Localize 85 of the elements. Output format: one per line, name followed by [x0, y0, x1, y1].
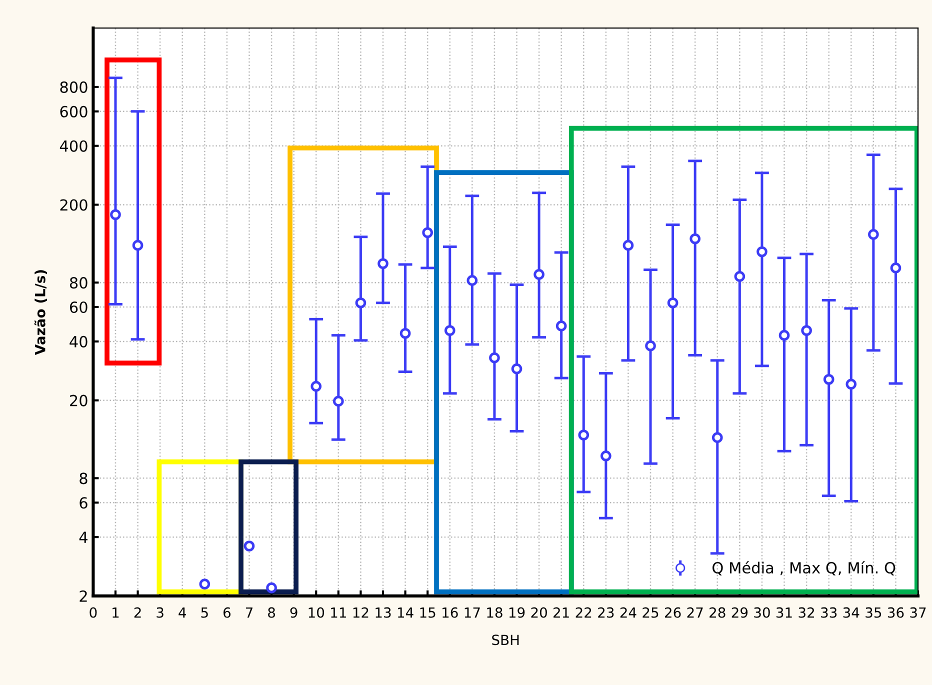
point: [511, 363, 522, 374]
point: [534, 269, 544, 280]
x-tick-label: 13: [376, 607, 391, 618]
point: [244, 540, 255, 552]
point: [266, 582, 277, 594]
point: [378, 258, 388, 270]
legend-label: Q Média , Max Q, Mín. Q: [712, 561, 896, 576]
point: [734, 271, 746, 282]
point: [422, 227, 434, 238]
x-tick-label: 28: [710, 607, 726, 618]
x-tick-label: 30: [754, 607, 770, 618]
point: [132, 240, 144, 251]
x-tick-label: 29: [732, 607, 748, 618]
x-tick-label: 3: [156, 607, 164, 618]
x-tick-label: 11: [331, 607, 346, 618]
x-tick-label: 23: [598, 607, 614, 618]
y-tick-label: 400: [60, 140, 88, 152]
x-tick-label: 15: [420, 607, 436, 618]
point: [846, 378, 857, 390]
point: [310, 380, 322, 392]
x-tick-label: 22: [576, 607, 592, 618]
point: [690, 233, 701, 244]
y-tick-label: 80: [70, 277, 88, 289]
point: [489, 352, 500, 364]
x-tick-label: 8: [268, 607, 276, 618]
x-tick-label: 2: [134, 607, 141, 618]
point: [667, 297, 678, 308]
x-axis-title: SBH: [492, 634, 519, 646]
point: [466, 275, 478, 286]
point: [556, 320, 567, 332]
x-tick-label: 1: [112, 607, 119, 618]
y-tick-label: 800: [60, 81, 88, 93]
x-tick-label: 37: [910, 607, 926, 618]
x-tick-label: 31: [776, 607, 792, 618]
point: [600, 450, 612, 462]
x-tick-label: 26: [664, 607, 681, 618]
point: [645, 340, 656, 352]
point: [868, 229, 879, 240]
y-tick-label: 2: [80, 590, 87, 602]
x-tick-label: 35: [866, 607, 882, 618]
y-axis-title: Vazão (L/s): [34, 270, 48, 355]
x-tick-label: 36: [888, 607, 904, 618]
point: [333, 396, 344, 407]
y-tick-label: 600: [60, 106, 88, 118]
x-tick-label: 17: [464, 607, 480, 618]
point: [444, 325, 456, 336]
x-tick-label: 14: [398, 607, 414, 618]
x-tick-label: 32: [798, 607, 814, 618]
x-tick-label: 10: [308, 607, 324, 618]
x-tick-label: 12: [353, 607, 368, 618]
point: [712, 432, 723, 444]
x-tick-label: 16: [442, 607, 458, 618]
x-tick-label: 27: [687, 607, 703, 618]
x-tick-label: 9: [290, 607, 298, 618]
y-tick-label: 60: [70, 301, 88, 314]
x-tick-label: 34: [843, 607, 860, 618]
x-tick-label: 0: [90, 607, 97, 618]
x-tick-label: 7: [246, 607, 252, 618]
point: [400, 328, 411, 339]
x-tick-label: 4: [178, 607, 186, 618]
point: [355, 297, 366, 308]
x-tick-label: 5: [201, 607, 208, 618]
point: [199, 578, 210, 590]
x-tick-label: 33: [821, 607, 837, 618]
x-tick-label: 21: [554, 607, 569, 618]
point: [823, 374, 834, 385]
point: [110, 209, 121, 220]
x-tick-label: 20: [531, 607, 547, 618]
x-tick-label: 25: [642, 607, 658, 618]
point: [756, 246, 768, 258]
point: [622, 240, 634, 251]
x-tick-label: 6: [224, 607, 230, 618]
point: [778, 330, 790, 341]
x-tick-label: 19: [509, 607, 525, 618]
y-tick-label: 6: [80, 497, 88, 509]
y-tick-label: 40: [70, 336, 88, 348]
point: [578, 430, 590, 440]
y-tick-label: 20: [70, 394, 88, 406]
point: [890, 262, 902, 274]
y-tick-label: 8: [80, 472, 88, 484]
y-tick-label: 4: [79, 532, 88, 543]
x-tick-label: 18: [487, 607, 502, 618]
point: [801, 325, 812, 336]
x-tick-label: 24: [620, 607, 636, 618]
y-tick-label: 200: [60, 199, 88, 211]
